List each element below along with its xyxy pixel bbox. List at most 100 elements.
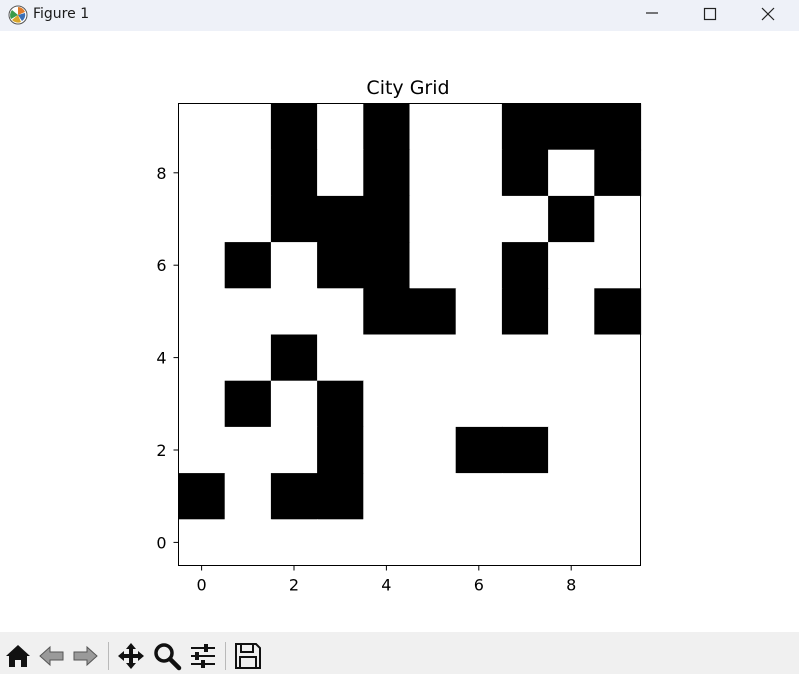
home-icon <box>6 645 30 667</box>
grid-cell <box>363 380 411 428</box>
grid-cell <box>178 242 226 289</box>
grid-cell <box>363 334 411 382</box>
figure-canvas[interactable]: City Grid 0 2 4 6 8 0 2 4 6 8 <box>0 31 799 632</box>
grid-cell <box>501 103 549 151</box>
grid-cell <box>317 242 364 289</box>
minimize-icon <box>646 12 658 14</box>
grid-cell <box>409 380 457 428</box>
grid-cell <box>178 103 226 151</box>
grid-cell <box>548 242 595 289</box>
grid-cell <box>363 242 411 289</box>
x-axis: 0 2 4 6 8 <box>197 565 576 595</box>
back-button[interactable] <box>37 641 67 671</box>
grid-cell <box>224 149 272 197</box>
grid-cell <box>594 519 642 567</box>
minimize-button[interactable] <box>624 0 680 31</box>
grid-cell <box>594 334 642 382</box>
grid-cell <box>594 288 642 336</box>
grid-cell <box>270 242 318 289</box>
grid-cell <box>224 242 272 289</box>
grid-cell <box>317 103 364 151</box>
grid-cell <box>594 195 642 243</box>
grid-cell <box>455 519 503 567</box>
grid-cell <box>548 103 595 151</box>
grid-cell <box>501 380 549 428</box>
grid-cell <box>409 195 457 243</box>
grid-cell <box>501 473 549 520</box>
configure-subplots-icon <box>191 644 215 668</box>
back-arrow-icon <box>39 645 64 667</box>
window-titlebar: Figure 1 <box>0 0 799 31</box>
close-icon <box>761 7 775 21</box>
y-tick-label: 4 <box>156 349 166 368</box>
grid-cell <box>224 519 272 567</box>
grid-cell <box>594 380 642 428</box>
grid-cell <box>270 380 318 428</box>
zoom-button[interactable] <box>152 641 182 671</box>
grid-cell <box>224 195 272 243</box>
grid-cell <box>455 473 503 520</box>
grid-cell <box>455 195 503 243</box>
y-tick-label: 2 <box>156 441 166 460</box>
grid-cell <box>363 519 411 567</box>
grid-cell <box>455 149 503 197</box>
grid-cell <box>317 149 364 197</box>
configure-subplots-button[interactable] <box>188 641 218 671</box>
grid-cell <box>548 288 595 336</box>
heatmap-cells <box>178 103 642 567</box>
y-tick-label: 0 <box>156 533 166 552</box>
grid-cell <box>501 426 549 474</box>
x-tick-label: 4 <box>381 576 391 595</box>
grid-cell <box>594 103 642 151</box>
grid-cell <box>501 242 549 289</box>
grid-cell <box>548 519 595 567</box>
matplotlib-logo-icon <box>8 5 28 25</box>
grid-cell <box>317 519 364 567</box>
pan-button[interactable] <box>116 641 146 671</box>
grid-cell <box>409 103 457 151</box>
grid-cell <box>178 473 226 520</box>
grid-cell <box>270 334 318 382</box>
forward-arrow-icon <box>73 645 98 667</box>
grid-cell <box>548 195 595 243</box>
save-floppy-icon <box>235 643 261 669</box>
chart-title: City Grid <box>366 77 449 99</box>
grid-cell <box>548 426 595 474</box>
grid-cell <box>548 149 595 197</box>
grid-cell <box>455 380 503 428</box>
home-button[interactable] <box>3 641 33 671</box>
grid-cell <box>548 380 595 428</box>
grid-cell <box>363 426 411 474</box>
grid-cell <box>363 473 411 520</box>
grid-cell <box>178 288 226 336</box>
grid-cell <box>178 380 226 428</box>
grid-cell <box>270 288 318 336</box>
grid-cell <box>224 334 272 382</box>
x-tick-label: 2 <box>289 576 299 595</box>
navigation-toolbar <box>0 632 799 674</box>
grid-cell <box>224 426 272 474</box>
grid-cell <box>270 519 318 567</box>
pan-move-icon <box>118 643 144 669</box>
grid-cell <box>317 288 364 336</box>
forward-button[interactable] <box>70 641 100 671</box>
toolbar-separator <box>108 642 109 670</box>
grid-cell <box>178 426 226 474</box>
save-button[interactable] <box>233 641 263 671</box>
heatmap-plot: City Grid 0 2 4 6 8 0 2 4 6 8 <box>156 77 642 595</box>
maximize-button[interactable] <box>682 0 738 31</box>
grid-cell <box>178 519 226 567</box>
grid-cell <box>363 103 411 151</box>
grid-cell <box>178 149 226 197</box>
grid-cell <box>317 195 364 243</box>
grid-cell <box>317 334 364 382</box>
grid-cell <box>224 103 272 151</box>
grid-cell <box>363 288 411 336</box>
grid-cell <box>594 242 642 289</box>
grid-cell <box>409 242 457 289</box>
close-button[interactable] <box>740 0 796 31</box>
maximize-icon <box>703 7 717 21</box>
grid-cell <box>178 195 226 243</box>
grid-cell <box>270 103 318 151</box>
window-title: Figure 1 <box>33 6 90 22</box>
